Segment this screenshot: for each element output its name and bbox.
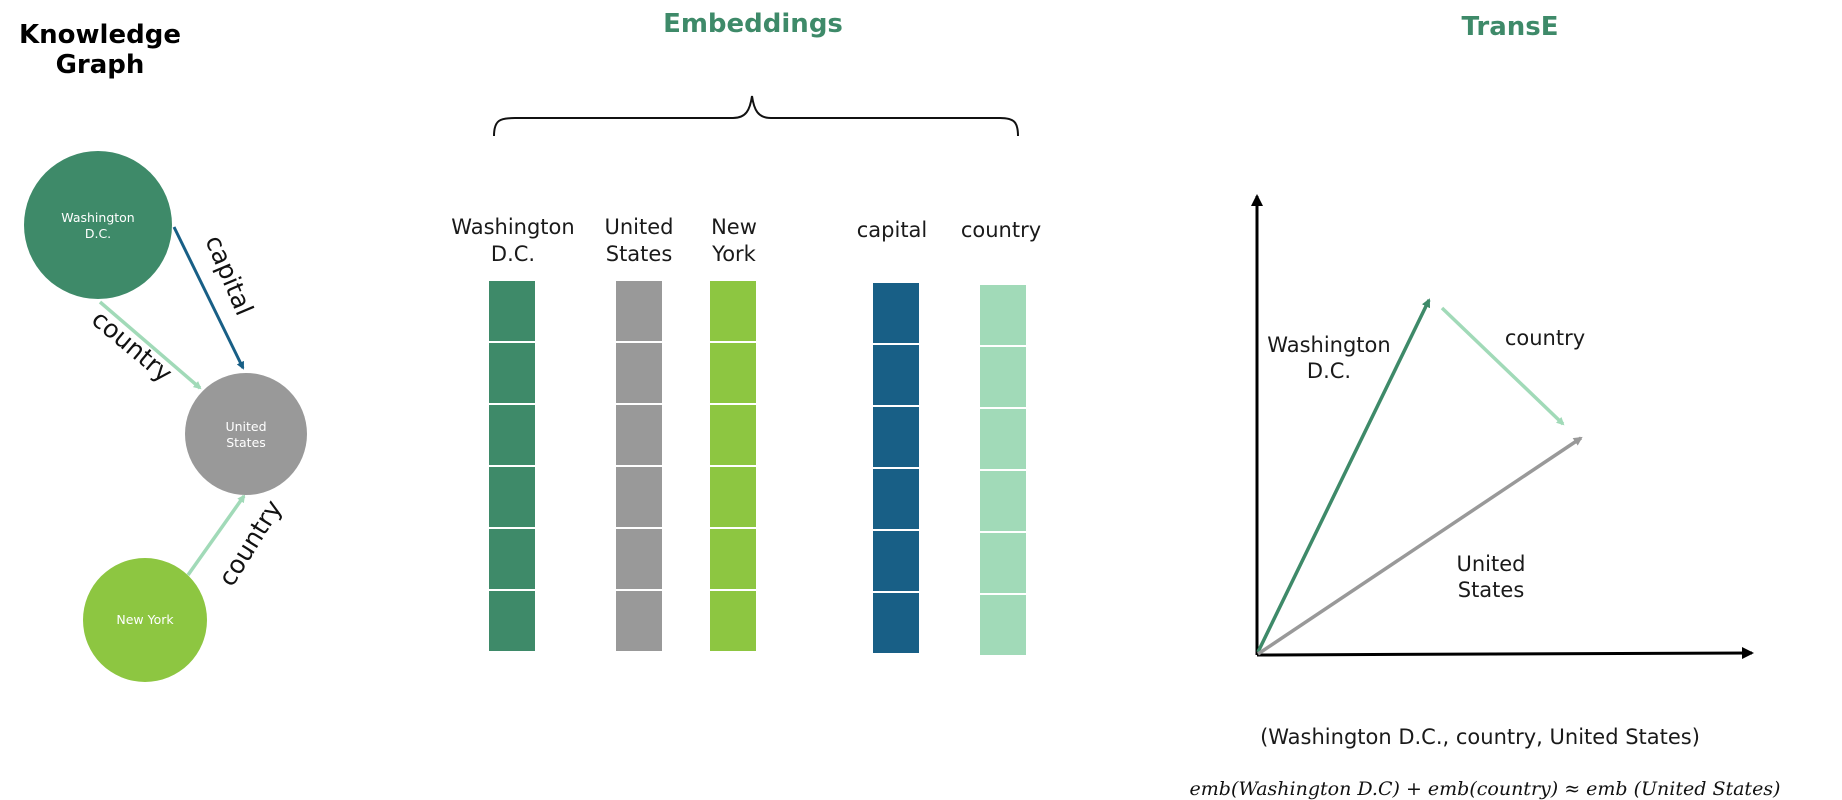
node-united-states-label-line1: United <box>225 419 266 434</box>
embedding-cell <box>487 465 537 529</box>
transe-vector-country <box>1440 306 1565 426</box>
embedding-cell <box>708 589 758 653</box>
embeddings-title: Embeddings <box>663 9 843 39</box>
embeddings-brace <box>493 95 1019 137</box>
edge-country-wdc-arrow <box>98 300 202 390</box>
embedding-label-washington-line2: D.C. <box>491 242 535 266</box>
embedding-cell <box>871 467 921 531</box>
node-united-states-label-line2: States <box>226 435 266 450</box>
embedding-vector-capital <box>871 281 921 655</box>
edge-label-country-ny: country <box>212 495 287 592</box>
transe-formula: emb(Washington D.C) + emb(country) ≈ emb… <box>1190 778 1781 800</box>
transe-vector-united-states <box>1257 436 1583 656</box>
embedding-cell <box>487 341 537 405</box>
embedding-cell <box>978 345 1028 409</box>
transe-label-united-states-line1: United <box>1457 552 1526 576</box>
embedding-cell <box>614 403 664 467</box>
node-washington-label-line1: Washington <box>61 210 134 225</box>
transe-triple: (Washington D.C., country, United States… <box>1260 725 1700 749</box>
embedding-label-country: country <box>961 218 1041 242</box>
transe-panel: TransE Washington D.C. country United St… <box>1190 12 1781 800</box>
embedding-label-new-york-line1: New <box>711 215 757 239</box>
embedding-cell <box>487 527 537 591</box>
embedding-vector-new-york <box>708 279 758 653</box>
embedding-cell <box>487 589 537 653</box>
embedding-cell <box>614 341 664 405</box>
embedding-cell <box>871 343 921 407</box>
embedding-vector-country <box>978 283 1028 657</box>
knowledge-graph-panel: Knowledge Graph capital country country … <box>19 20 307 682</box>
node-new-york: New York <box>83 558 207 682</box>
embedding-cell <box>708 527 758 591</box>
embedding-cell <box>708 403 758 467</box>
embedding-cell <box>978 407 1028 471</box>
edge-label-country-wdc: country <box>86 304 178 388</box>
transe-label-united-states-line2: States <box>1458 578 1525 602</box>
embedding-cell <box>978 531 1028 595</box>
embedding-cell <box>487 279 537 343</box>
edge-country-ny-arrow <box>186 494 246 577</box>
node-united-states: United States <box>185 373 307 495</box>
embedding-vector-united-states <box>614 279 664 653</box>
embedding-label-united-states-line2: States <box>606 242 673 266</box>
embedding-cell <box>871 281 921 345</box>
embedding-cell <box>614 527 664 591</box>
embedding-cell <box>978 593 1028 657</box>
knowledge-graph-title-line1: Knowledge <box>19 20 181 50</box>
embedding-label-washington-line1: Washington <box>451 215 574 239</box>
node-washington-dc: Washington D.C. <box>24 151 172 299</box>
node-new-york-label: New York <box>116 612 174 627</box>
transe-label-washington-line1: Washington <box>1267 333 1390 357</box>
embedding-label-capital: capital <box>857 218 928 242</box>
edge-label-capital: capital <box>199 231 258 320</box>
embedding-label-united-states-line1: United <box>605 215 674 239</box>
embedding-label-new-york-line2: York <box>711 242 757 266</box>
embedding-cell <box>614 589 664 653</box>
transe-label-washington-line2: D.C. <box>1307 359 1351 383</box>
embedding-cell <box>708 341 758 405</box>
embeddings-panel: Embeddings Washington D.C. United States… <box>451 9 1041 657</box>
embedding-cell <box>978 283 1028 347</box>
embedding-cell <box>614 465 664 529</box>
embedding-cell <box>871 591 921 655</box>
transe-title: TransE <box>1462 12 1559 42</box>
embedding-cell <box>871 529 921 593</box>
embedding-cell <box>871 405 921 469</box>
node-washington-label-line2: D.C. <box>85 226 111 241</box>
embedding-vector-washington <box>487 279 537 653</box>
knowledge-graph-title-line2: Graph <box>56 50 145 80</box>
transe-vector-washington <box>1256 298 1431 653</box>
embedding-cell <box>487 403 537 467</box>
embedding-cell <box>708 279 758 343</box>
embedding-cell <box>614 279 664 343</box>
edge-capital-arrow <box>172 226 245 370</box>
embedding-cell <box>708 465 758 529</box>
transe-label-country: country <box>1505 326 1585 350</box>
embedding-cell <box>978 469 1028 533</box>
transe-x-axis <box>1256 647 1754 660</box>
